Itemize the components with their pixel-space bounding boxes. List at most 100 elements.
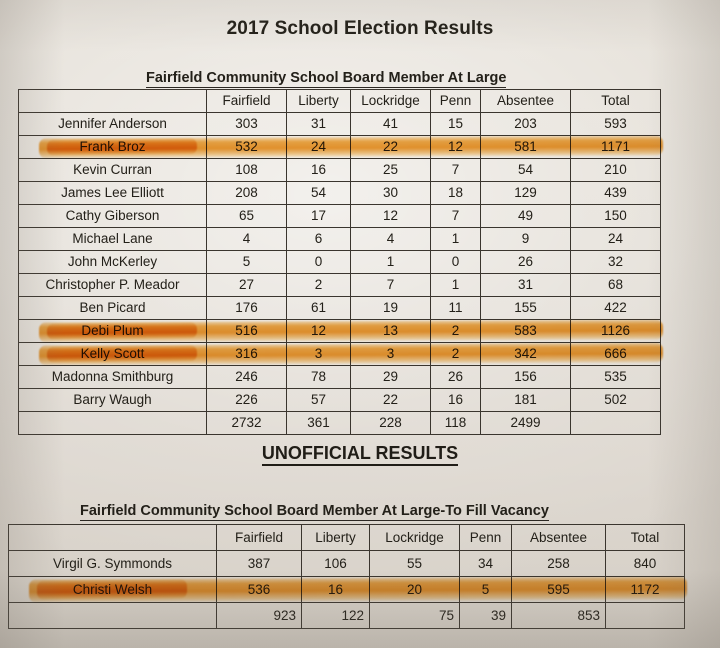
candidate-name: Virgil G. Symmonds (8, 550, 217, 577)
votes-penn: 7 (430, 158, 481, 182)
table-row: Cathy Giberson 65 17 12 7 49 150 (18, 204, 661, 228)
table-row: Christopher P. Meador 27 2 7 1 31 68 (18, 273, 661, 297)
votes-liberty: 6 (286, 227, 351, 251)
votes-penn: 26 (430, 365, 481, 389)
candidate-name: Jennifer Anderson (18, 112, 207, 136)
table-row: Barry Waugh 226 57 22 16 181 502 (18, 388, 661, 412)
column-header-lockridge: Lockridge (369, 524, 460, 551)
votes-absentee: 595 (511, 576, 606, 603)
candidate-name: Madonna Smithburg (18, 365, 207, 389)
total-votes-fairfield: 923 (216, 602, 302, 629)
table-totals-row: 923 122 75 39 853 (8, 602, 685, 629)
votes-fairfield: 176 (206, 296, 287, 320)
total-votes-fairfield: 2732 (206, 411, 287, 435)
table-row: John McKerley 5 0 1 0 26 32 (18, 250, 661, 274)
votes-total: 1171 (570, 135, 661, 159)
votes-liberty: 0 (286, 250, 351, 274)
votes-liberty: 2 (286, 273, 351, 297)
votes-lockridge: 22 (350, 388, 431, 412)
votes-lockridge: 22 (350, 135, 431, 159)
table-row: Michael Lane 4 6 4 1 9 24 (18, 227, 661, 251)
votes-total: 1126 (570, 319, 661, 343)
votes-fairfield: 316 (206, 342, 287, 366)
votes-absentee: 26 (480, 250, 571, 274)
table-totals-row: 2732 361 228 118 2499 (18, 411, 661, 435)
votes-penn: 11 (430, 296, 481, 320)
table-row: Madonna Smithburg 246 78 29 26 156 535 (18, 365, 661, 389)
column-header-liberty: Liberty (286, 89, 351, 113)
votes-fairfield: 536 (216, 576, 302, 603)
votes-liberty: 24 (286, 135, 351, 159)
votes-lockridge: 55 (369, 550, 460, 577)
votes-liberty: 106 (301, 550, 370, 577)
votes-liberty: 17 (286, 204, 351, 228)
page-title: 2017 School Election Results (226, 18, 494, 39)
votes-total: 502 (570, 388, 661, 412)
column-header-fairfield: Fairfield (206, 89, 287, 113)
candidate-name: Kelly Scott (18, 342, 207, 366)
total-votes-penn: 39 (459, 602, 512, 629)
votes-penn: 7 (430, 204, 481, 228)
votes-penn: 15 (430, 112, 481, 136)
column-header-fairfield: Fairfield (216, 524, 302, 551)
table-row: Christi Welsh 536 16 20 5 595 1172 (8, 576, 685, 603)
votes-penn: 2 (430, 342, 481, 366)
column-header-penn: Penn (459, 524, 512, 551)
votes-absentee: 54 (480, 158, 571, 182)
votes-liberty: 12 (286, 319, 351, 343)
votes-lockridge: 29 (350, 365, 431, 389)
unofficial-results-notice: UNOFFICIAL RESULTS (0, 443, 720, 466)
votes-lockridge: 25 (350, 158, 431, 182)
candidate-name: Christopher P. Meador (18, 273, 207, 297)
votes-total: 439 (570, 181, 661, 205)
candidate-name: Ben Picard (18, 296, 207, 320)
votes-penn: 18 (430, 181, 481, 205)
votes-absentee: 155 (480, 296, 571, 320)
total-votes-absentee: 2499 (480, 411, 571, 435)
candidate-name: Barry Waugh (18, 388, 207, 412)
candidate-name: John McKerley (18, 250, 207, 274)
votes-fairfield: 108 (206, 158, 287, 182)
candidate-name: James Lee Elliott (18, 181, 207, 205)
table-board-at-large: Fairfield Liberty Lockridge Penn Absente… (18, 89, 661, 435)
votes-fairfield: 246 (206, 365, 287, 389)
votes-total: 150 (570, 204, 661, 228)
votes-fairfield: 303 (206, 112, 287, 136)
column-header-lockridge: Lockridge (350, 89, 431, 113)
votes-absentee: 31 (480, 273, 571, 297)
votes-absentee: 203 (480, 112, 571, 136)
total-votes-liberty: 361 (286, 411, 351, 435)
votes-total: 422 (570, 296, 661, 320)
votes-total: 666 (570, 342, 661, 366)
votes-fairfield: 208 (206, 181, 287, 205)
table-board-vacancy: Fairfield Liberty Lockridge Penn Absente… (8, 524, 685, 629)
total-votes-penn: 118 (430, 411, 481, 435)
votes-liberty: 16 (301, 576, 370, 603)
votes-absentee: 583 (480, 319, 571, 343)
total-votes-liberty: 122 (301, 602, 370, 629)
column-header-total: Total (570, 89, 661, 113)
votes-fairfield: 27 (206, 273, 287, 297)
votes-lockridge: 12 (350, 204, 431, 228)
total-votes-absentee: 853 (511, 602, 606, 629)
votes-fairfield: 226 (206, 388, 287, 412)
votes-absentee: 342 (480, 342, 571, 366)
votes-fairfield: 4 (206, 227, 287, 251)
votes-penn: 12 (430, 135, 481, 159)
votes-lockridge: 13 (350, 319, 431, 343)
votes-liberty: 54 (286, 181, 351, 205)
column-header-name (8, 524, 217, 551)
votes-lockridge: 19 (350, 296, 431, 320)
candidate-name: Frank Broz (18, 135, 207, 159)
votes-total: 210 (570, 158, 661, 182)
votes-absentee: 258 (511, 550, 606, 577)
table-row: Virgil G. Symmonds 387 106 55 34 258 840 (8, 550, 685, 577)
section-title-board-vacancy: Fairfield Community School Board Member … (80, 503, 549, 521)
votes-total: 840 (605, 550, 685, 577)
table-row: Ben Picard 176 61 19 11 155 422 (18, 296, 661, 320)
votes-absentee: 156 (480, 365, 571, 389)
column-header-name (18, 89, 207, 113)
votes-absentee: 9 (480, 227, 571, 251)
section-title-board-at-large: Fairfield Community School Board Member … (146, 70, 507, 88)
votes-fairfield: 65 (206, 204, 287, 228)
